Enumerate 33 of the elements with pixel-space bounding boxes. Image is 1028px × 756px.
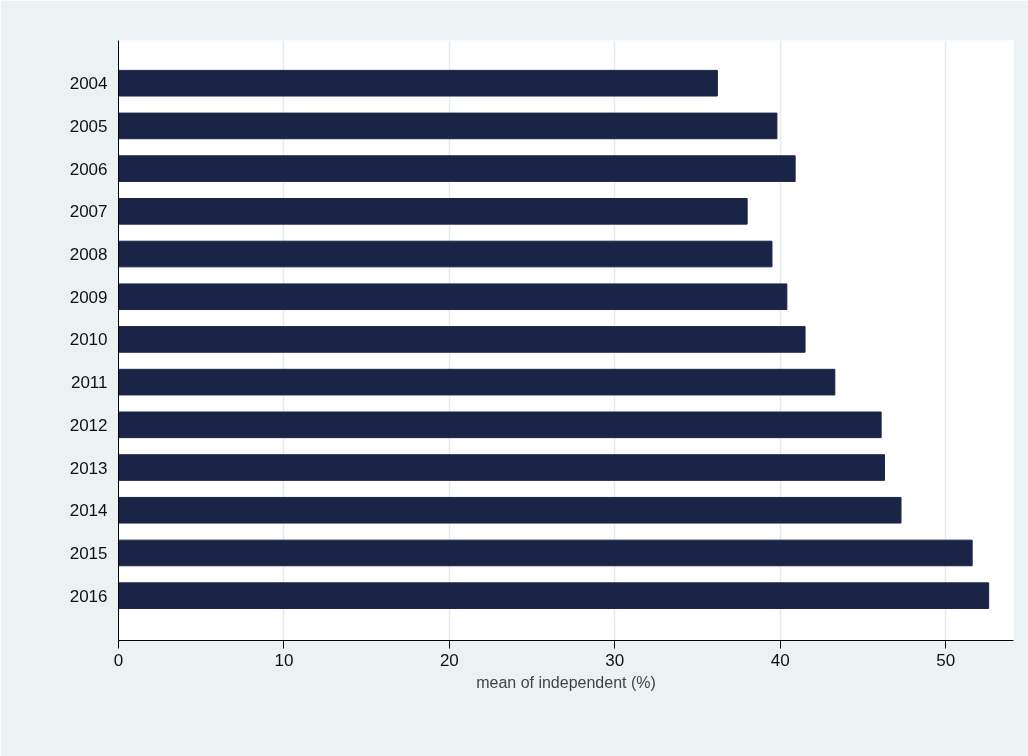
bar xyxy=(118,582,990,609)
y-tick-label: 2016 xyxy=(69,586,108,606)
bar xyxy=(118,112,778,140)
x-tick-label: 10 xyxy=(274,650,294,670)
y-tick-label: 2008 xyxy=(69,245,108,265)
y-tick-label: 2007 xyxy=(69,202,108,222)
bar xyxy=(118,496,902,524)
bar xyxy=(118,454,885,481)
y-tick-label: 2012 xyxy=(69,415,108,435)
x-tick-label: 20 xyxy=(439,650,459,670)
y-tick-label: 2011 xyxy=(70,373,108,393)
y-tick-label: 2009 xyxy=(69,287,108,307)
y-tick-label: 2006 xyxy=(69,159,108,179)
x-tick-label: 30 xyxy=(605,650,625,670)
bar xyxy=(118,368,836,396)
x-axis-title: mean of independent (%) xyxy=(476,673,656,691)
bar xyxy=(118,240,773,268)
y-tick-label: 2013 xyxy=(69,458,108,478)
x-tick-label: 0 xyxy=(113,650,124,670)
y-tick-label: 2005 xyxy=(69,116,108,136)
bar xyxy=(118,198,748,225)
y-tick-label: 2015 xyxy=(69,543,108,563)
bar xyxy=(118,155,796,182)
bar xyxy=(118,326,806,353)
bar xyxy=(118,539,973,567)
x-tick-label: 40 xyxy=(770,650,790,670)
bar xyxy=(118,411,882,439)
bar xyxy=(118,69,718,97)
y-tick-label: 2014 xyxy=(69,501,108,521)
bar xyxy=(118,283,788,311)
y-tick-label: 2010 xyxy=(69,330,108,350)
y-tick-label: 2004 xyxy=(69,74,108,94)
x-tick-label: 50 xyxy=(936,650,956,670)
